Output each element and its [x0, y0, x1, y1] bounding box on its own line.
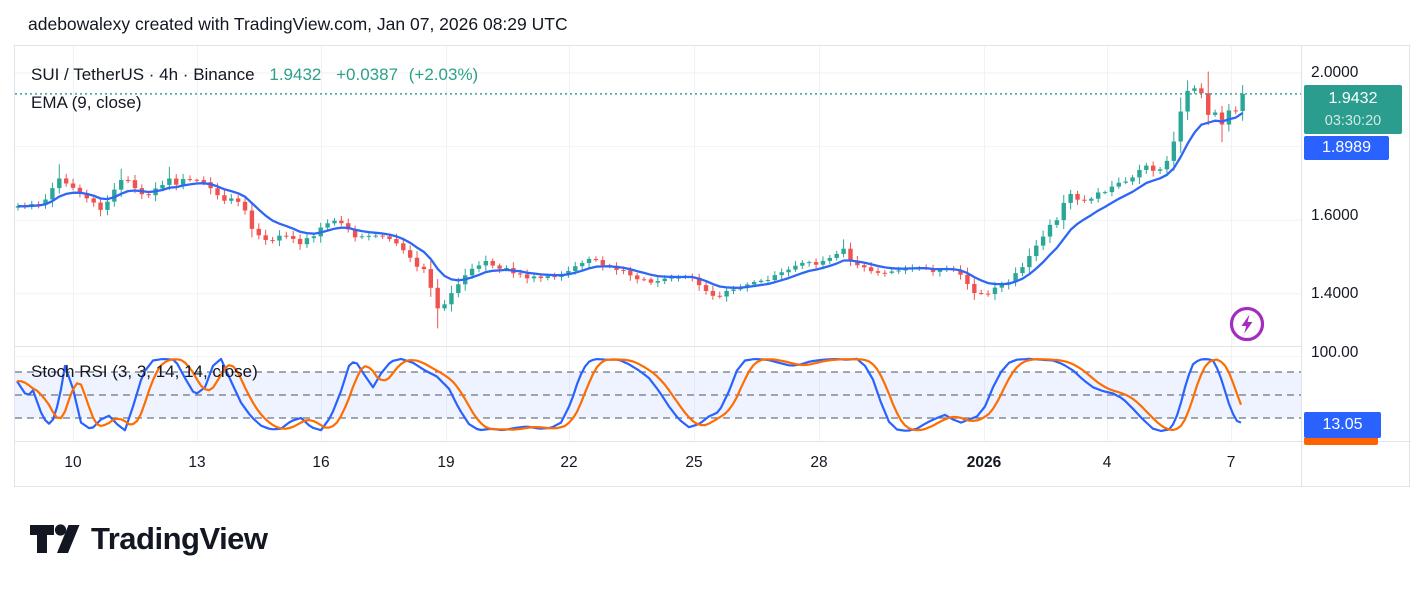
legend-change-pct: (+2.03%): [408, 65, 479, 84]
price-tick-label: 1.4000: [1311, 285, 1359, 302]
chart-widget: SUI / TetherUS · 4h · Binance 1.9432 +0.…: [14, 45, 1411, 488]
time-tick-label: 16: [312, 454, 330, 471]
price-chart-canvas[interactable]: [15, 46, 1411, 488]
lightning-icon: [1229, 306, 1265, 342]
symbol-title[interactable]: SUI / TetherUS · 4h · Binance: [31, 65, 255, 84]
chart-legend: SUI / TetherUS · 4h · Binance 1.9432 +0.…: [31, 61, 478, 117]
time-tick-label: 7: [1226, 454, 1236, 471]
ema-indicator-label[interactable]: EMA (9, close): [31, 93, 142, 112]
time-tick-label: 25: [685, 454, 703, 471]
time-tick-label: 4: [1102, 454, 1112, 471]
legend-change-abs: +0.0387: [336, 65, 399, 84]
time-tick-label: 2026: [966, 454, 1002, 471]
ema-value-badge: 1.8989: [1304, 136, 1389, 160]
stoch-d-value-badge: [1304, 438, 1378, 445]
tradingview-logo-icon: [30, 524, 80, 553]
last-price-badge: 1.9432 03:30:20: [1304, 85, 1402, 134]
price-tick-label: 100.00: [1311, 344, 1359, 361]
time-axis[interactable]: 10 13 16 19 22 25 28 2026 4 7: [15, 441, 1411, 487]
last-price-value: 1.9432: [1328, 90, 1378, 107]
time-tick-label: 10: [64, 454, 82, 471]
tradingview-footer-link[interactable]: TradingView: [30, 516, 268, 562]
price-axis[interactable]: 2.0000 1.6000 1.4000 100.00: [1301, 46, 1411, 441]
time-tick-label: 13: [188, 454, 206, 471]
bar-countdown: 03:30:20: [1324, 113, 1382, 129]
price-tick-label: 2.0000: [1311, 64, 1359, 81]
price-tick-label: 1.6000: [1311, 207, 1359, 224]
symbol-legend-row[interactable]: SUI / TetherUS · 4h · Binance 1.9432 +0.…: [31, 61, 478, 89]
time-tick-label: 22: [560, 454, 578, 471]
ema-legend-row[interactable]: EMA (9, close): [31, 89, 478, 117]
brand-wordmark: TradingView: [91, 521, 268, 556]
legend-last-price: 1.9432: [269, 65, 322, 84]
stoch-rsi-indicator-label[interactable]: Stoch RSI (3, 3, 14, 14, close): [31, 362, 258, 381]
time-tick-label: 19: [437, 454, 455, 471]
stoch-k-value-badge: 13.05: [1304, 412, 1381, 438]
flash-trade-button[interactable]: [1228, 305, 1266, 343]
attribution-text: adebowalexy created with TradingView.com…: [28, 14, 568, 34]
time-tick-label: 28: [810, 454, 828, 471]
pane-divider[interactable]: [15, 344, 1301, 349]
